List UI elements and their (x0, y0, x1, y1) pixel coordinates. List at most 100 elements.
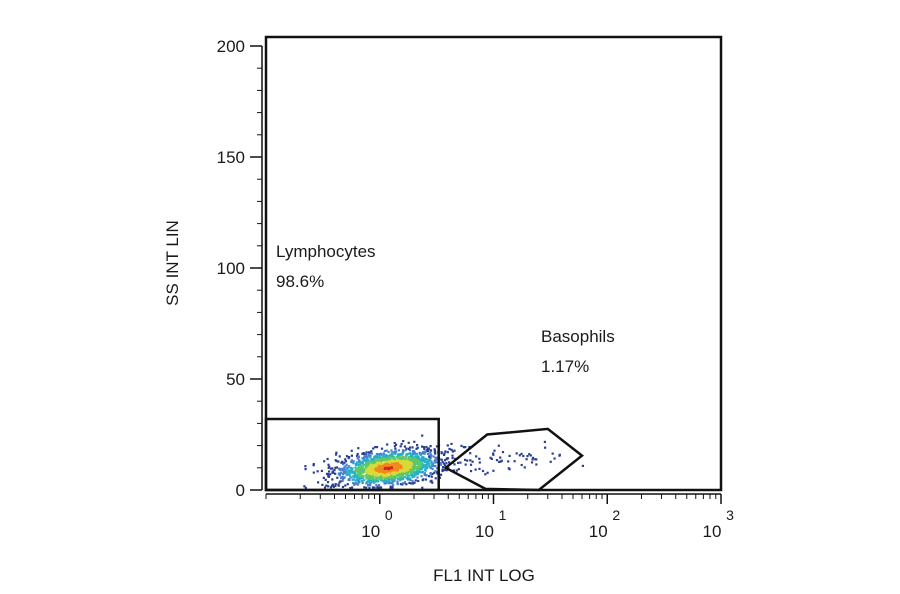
lymphocytes-event (379, 474, 382, 477)
lymphocytes-event (412, 452, 415, 455)
lymphocytes-event (377, 466, 380, 469)
lymphocytes-event (420, 461, 423, 464)
lymphocytes-event (462, 446, 465, 449)
lymphocytes-event (409, 460, 412, 463)
lymphocytes-event (380, 447, 384, 450)
lymphocytes-event (371, 486, 375, 489)
lymphocytes-event (414, 452, 417, 455)
lymphocytes-event (412, 474, 416, 477)
basophils-event (535, 458, 538, 461)
lymphocytes-event (379, 478, 382, 481)
lymphocytes-event (367, 451, 370, 454)
basophils-event (466, 459, 469, 462)
lymphocytes-event (342, 462, 345, 466)
lymphocytes-event (425, 474, 428, 477)
lymphocytes-event (348, 472, 351, 476)
lymphocytes-event (397, 477, 400, 480)
x-tick-exponent: 1 (499, 507, 507, 523)
lymphocytes-event (412, 467, 415, 470)
lymphocytes-event (411, 482, 415, 485)
lymphocytes-event (469, 452, 472, 455)
lymphocytes-event (359, 477, 362, 480)
lymphocytes-event (423, 473, 426, 477)
lymphocytes-event (372, 471, 376, 474)
lymphocytes-event (436, 472, 439, 475)
lymphocytes-event (320, 469, 323, 472)
lymphocytes-event (388, 464, 391, 467)
lymphocytes-event (383, 469, 386, 472)
lymphocytes-event (401, 452, 404, 455)
lymphocytes-event (408, 452, 411, 455)
lymphocytes-event (414, 455, 417, 458)
lymphocytes-event (395, 468, 399, 471)
lymphocytes-event (359, 460, 362, 463)
lymphocytes-gate-name: Lymphocytes (276, 242, 376, 261)
lymphocytes-event (383, 482, 386, 485)
lymphocytes-event (342, 478, 345, 481)
lymphocytes-event (436, 467, 439, 470)
lymphocytes-event (443, 453, 446, 456)
lymphocytes-event (406, 473, 409, 476)
lymphocytes-event (312, 464, 315, 467)
lymphocytes-event (389, 462, 392, 465)
lymphocytes-event (453, 449, 456, 452)
lymphocytes-event (443, 462, 446, 465)
lymphocytes-event (397, 454, 400, 457)
lymphocytes-event (396, 474, 399, 477)
lymphocytes-event (413, 457, 416, 460)
lymphocytes-event (372, 478, 375, 481)
lymphocytes-event (356, 473, 359, 476)
lymphocytes-event (403, 470, 406, 473)
lymphocytes-event (426, 449, 429, 452)
lymphocytes-event (385, 457, 388, 460)
lymphocytes-event (323, 486, 327, 489)
lymphocytes-event (368, 461, 371, 464)
lymphocytes-event (359, 469, 362, 473)
lymphocytes-event (392, 484, 395, 487)
lymphocytes-event (382, 456, 385, 459)
lymphocytes-event (435, 445, 439, 448)
lymphocytes-event (397, 462, 400, 465)
lymphocytes-event (451, 450, 454, 453)
lymphocytes-event (362, 470, 365, 473)
basophils-event (501, 451, 505, 454)
lymphocytes-event (393, 441, 396, 445)
lymphocytes-event (431, 464, 434, 468)
lymphocytes-event (404, 455, 408, 458)
lymphocytes-event (413, 467, 417, 470)
lymphocytes-event (393, 461, 396, 464)
lymphocytes-event (412, 469, 415, 472)
lymphocytes-event (304, 465, 307, 468)
lymphocytes-event (443, 459, 447, 462)
lymphocytes-event (408, 477, 411, 480)
lymphocytes-event (360, 467, 363, 470)
lymphocytes-event (410, 469, 413, 473)
lymphocytes-event (373, 461, 376, 464)
basophils-event (581, 464, 584, 467)
lymphocytes-event (405, 471, 408, 474)
lymphocytes-event (450, 442, 453, 445)
lymphocytes-event (340, 476, 343, 479)
lymphocytes-event (359, 461, 362, 464)
lymphocytes-event (392, 464, 395, 467)
lymphocytes-event (387, 466, 390, 469)
lymphocytes-event (371, 476, 374, 479)
lymphocytes-event (411, 446, 414, 449)
lymphocytes-event (425, 446, 428, 449)
lymphocytes-event (338, 474, 341, 477)
lymphocytes-event (394, 450, 397, 453)
lymphocytes-event (421, 434, 424, 437)
lymphocytes-event (389, 476, 392, 479)
lymphocytes-event (373, 469, 377, 472)
lymphocytes-event (402, 440, 405, 443)
lymphocytes-event (428, 463, 431, 466)
lymphocytes-event (409, 461, 412, 464)
lymphocytes-event (424, 460, 427, 463)
lymphocytes-event (367, 472, 370, 475)
lymphocytes-event (442, 466, 445, 469)
lymphocytes-event (367, 480, 370, 483)
lymphocytes-event (331, 467, 334, 470)
lymphocytes-event (358, 459, 361, 462)
lymphocytes-event (403, 445, 406, 448)
lymphocytes-event (457, 461, 460, 464)
